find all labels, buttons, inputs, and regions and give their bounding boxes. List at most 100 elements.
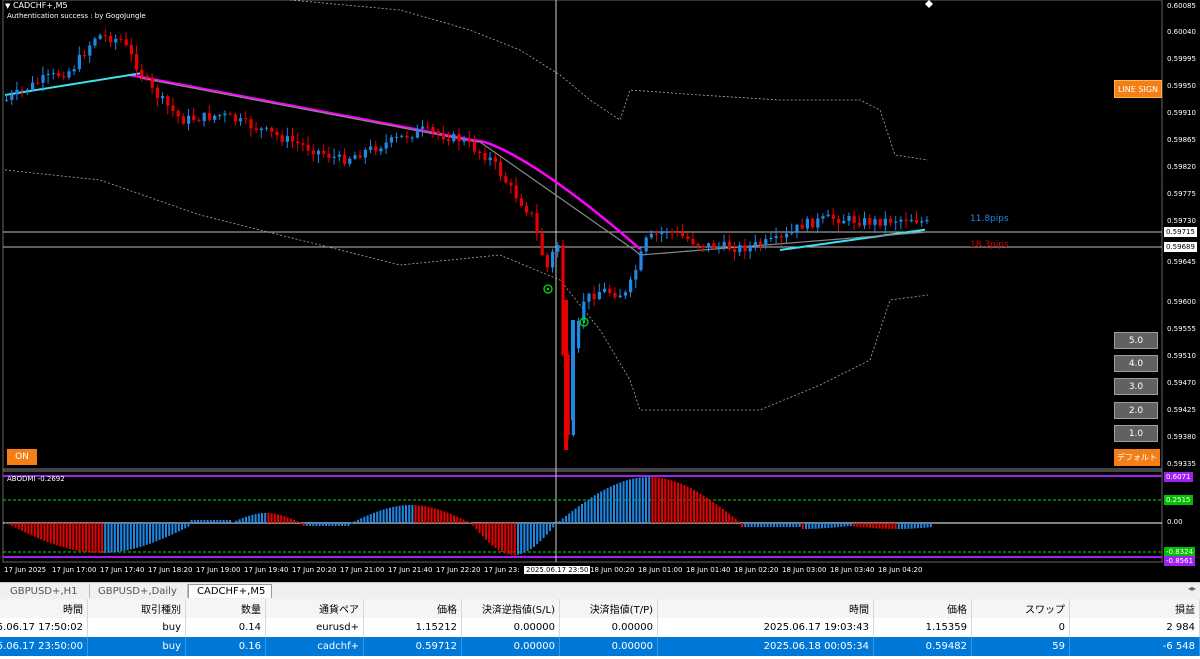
osc-bar xyxy=(577,506,580,523)
candle-body xyxy=(837,218,841,224)
candle-body xyxy=(124,39,128,46)
line-sign-button[interactable]: LINE SIGN xyxy=(1114,80,1162,98)
level-2-button[interactable]: 2.0 xyxy=(1114,402,1158,419)
osc-bar xyxy=(203,520,206,523)
time-axis-label: 17 Jun 21:40 xyxy=(388,566,433,574)
candle-body xyxy=(909,219,913,222)
price-axis-label: 0.59775 xyxy=(1167,190,1196,198)
candle-body xyxy=(493,157,497,162)
time-axis-label: 18 Jun 01:40 xyxy=(686,566,731,574)
candle-body xyxy=(327,153,331,158)
candle-body xyxy=(748,245,752,252)
candle-body xyxy=(223,113,227,116)
column-header[interactable]: スワップ xyxy=(972,599,1070,618)
candle-body xyxy=(545,255,549,268)
level-3-button[interactable]: 3.0 xyxy=(1114,378,1158,395)
osc-bar xyxy=(904,523,907,529)
osc-bar xyxy=(792,523,795,527)
column-header[interactable]: 数量 xyxy=(186,599,266,618)
column-header[interactable]: 通貨ペア xyxy=(266,599,364,618)
osc-bar xyxy=(670,480,673,523)
tab-cadchf-m5[interactable]: CADCHF+,M5 xyxy=(188,584,272,598)
osc-bar xyxy=(81,523,84,552)
column-header[interactable]: 価格 xyxy=(874,599,972,618)
table-cell: 0.00000 xyxy=(462,637,560,656)
osc-bar xyxy=(302,523,305,526)
candle-body xyxy=(519,198,523,206)
column-header[interactable]: 損益 xyxy=(1070,599,1200,618)
oscillator-histogram xyxy=(5,477,932,555)
osc-bar xyxy=(465,521,468,523)
candle-body xyxy=(46,74,50,76)
candle-body xyxy=(57,72,61,77)
osc-bar xyxy=(622,481,625,523)
osc-bar xyxy=(888,523,891,529)
osc-bar xyxy=(235,520,238,523)
osc-bar xyxy=(392,506,395,523)
osc-tag: -0.8561 xyxy=(1164,556,1196,566)
price-chart[interactable] xyxy=(0,0,1200,578)
osc-bar xyxy=(731,516,734,523)
column-header[interactable]: 決済指値(T/P) xyxy=(560,599,658,618)
price-axis-label: 0.59950 xyxy=(1167,82,1196,90)
candle-body xyxy=(623,292,627,296)
candle-body xyxy=(488,157,492,161)
cursor-time-label: 2025.06.17 23:50 xyxy=(524,566,591,574)
time-axis-label: 17 Jun 18:20 xyxy=(148,566,193,574)
osc-bar xyxy=(427,506,430,523)
osc-bar xyxy=(696,491,699,523)
candle-body xyxy=(551,251,555,268)
table-row-selected[interactable]: 25.06.17 23:50:00 buy 0.16 cadchf+ 0.597… xyxy=(0,637,1200,656)
osc-bar xyxy=(747,523,750,527)
column-header[interactable]: 時間 xyxy=(0,599,88,618)
price-axis-label: 0.59820 xyxy=(1167,163,1196,171)
osc-bar xyxy=(821,523,823,529)
chart-area[interactable]: ▼ CADCHF+,M5 Authentication success : by… xyxy=(0,0,1200,578)
osc-bar xyxy=(369,514,372,523)
on-button[interactable]: ON xyxy=(7,449,37,465)
tab-gbpusd-h1[interactable]: GBPUSD+,H1 xyxy=(2,584,90,598)
candle-body xyxy=(540,233,544,256)
candle-body xyxy=(384,142,388,149)
osc-bar xyxy=(72,523,75,550)
candle-body xyxy=(639,251,643,271)
osc-bar xyxy=(443,511,446,523)
column-header[interactable]: 価格 xyxy=(364,599,462,618)
osc-bar xyxy=(478,523,481,533)
osc-bar xyxy=(213,520,215,523)
column-header[interactable]: 取引種別 xyxy=(88,599,186,618)
osc-bar xyxy=(901,523,903,529)
table-cell: 59 xyxy=(972,637,1070,656)
osc-bar xyxy=(238,519,241,523)
osc-bar xyxy=(277,514,279,523)
candle-body xyxy=(441,134,445,140)
osc-bar xyxy=(568,513,571,523)
osc-bar xyxy=(523,523,526,553)
osc-bar xyxy=(405,505,407,523)
osc-bar xyxy=(785,523,788,527)
table-row[interactable]: 25.06.17 17:50:02 buy 0.14 eurusd+ 1.152… xyxy=(0,618,1200,637)
candle-body xyxy=(634,270,638,280)
tab-gbpusd-daily[interactable]: GBPUSD+,Daily xyxy=(90,584,188,598)
osc-bar xyxy=(609,486,612,523)
candle-body xyxy=(67,71,71,78)
table-cell: eurusd+ xyxy=(266,618,364,637)
level-5-button[interactable]: 5.0 xyxy=(1114,332,1158,349)
tab-scroll-icon[interactable]: ◂▸ xyxy=(1187,584,1196,593)
osc-bar xyxy=(504,523,507,554)
osc-bar xyxy=(62,523,65,548)
osc-bar xyxy=(827,523,830,528)
column-header[interactable]: 決済逆指値(S/L) xyxy=(462,599,560,618)
level-4-button[interactable]: 4.0 xyxy=(1114,355,1158,372)
osc-bar xyxy=(603,489,606,523)
osc-bar xyxy=(667,479,670,523)
column-header[interactable]: 時間 xyxy=(658,599,874,618)
osc-bar xyxy=(533,523,535,547)
candle-body xyxy=(785,233,789,238)
osc-bar xyxy=(472,523,475,526)
default-button[interactable]: デフォルト xyxy=(1114,449,1160,466)
level-1-button[interactable]: 1.0 xyxy=(1114,425,1158,442)
osc-bar xyxy=(846,523,849,527)
table-cell: 2025.06.17 19:03:43 xyxy=(658,618,874,637)
candle-body xyxy=(629,279,633,293)
